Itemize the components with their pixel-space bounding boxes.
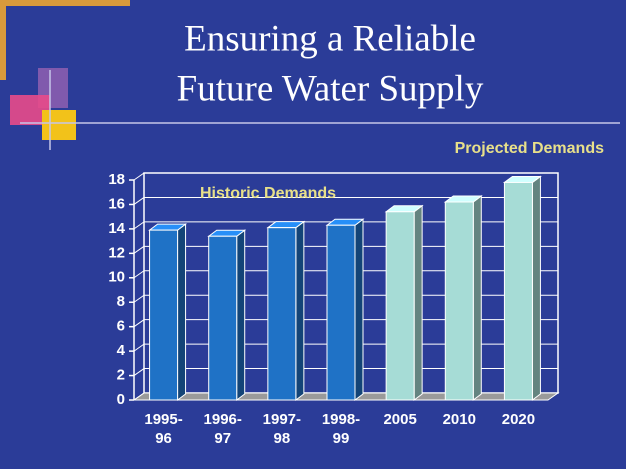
y-tick-label: 0 bbox=[117, 391, 125, 408]
x-tick-label: 2020 bbox=[501, 411, 536, 428]
y-tick-label: 16 bbox=[108, 195, 125, 212]
grid-line-side bbox=[133, 368, 145, 376]
x-tick-label: 1995-96 bbox=[144, 411, 183, 447]
bar-side bbox=[413, 204, 423, 401]
grid-line-side bbox=[133, 221, 145, 230]
x-tick-label: 1998-99 bbox=[321, 411, 361, 447]
y-tick-label: 8 bbox=[117, 293, 125, 310]
bar-side bbox=[236, 229, 246, 401]
grid-line-side bbox=[133, 245, 145, 254]
x-tick-label: 1997-98 bbox=[262, 411, 302, 447]
bar bbox=[267, 227, 297, 401]
grid-line-side bbox=[133, 172, 145, 181]
x-tick-label: 1996-97 bbox=[203, 411, 242, 447]
bar bbox=[385, 211, 415, 401]
decor bbox=[42, 110, 76, 140]
grid-line-side bbox=[133, 270, 145, 279]
y-tick-label: 6 bbox=[117, 318, 125, 335]
x-tick-label: 2005 bbox=[383, 411, 417, 428]
bar-side bbox=[295, 220, 305, 401]
decor bbox=[0, 0, 130, 6]
bar bbox=[444, 201, 474, 401]
grid-line-side bbox=[133, 294, 145, 303]
chart-title: Ensuring a Reliable bbox=[184, 18, 476, 59]
annotation: Historic Demands bbox=[200, 185, 336, 202]
y-tick-label: 4 bbox=[117, 342, 126, 359]
bar bbox=[326, 224, 356, 401]
annotation: Projected Demands bbox=[455, 140, 604, 157]
y-tick-label: 14 bbox=[108, 220, 125, 237]
grid-line-side bbox=[133, 343, 145, 352]
y-tick-label: 12 bbox=[108, 244, 125, 261]
bar bbox=[208, 235, 238, 401]
y-tick-label: 10 bbox=[108, 269, 125, 286]
grid-line-side bbox=[133, 319, 145, 328]
bar-side bbox=[472, 195, 482, 401]
bar bbox=[503, 181, 533, 401]
grid-line-side bbox=[133, 197, 145, 205]
bar-side bbox=[177, 223, 187, 401]
bar bbox=[149, 229, 179, 401]
x-tick-label: 2010 bbox=[442, 411, 476, 428]
decor bbox=[0, 0, 6, 80]
grid-line-side bbox=[133, 392, 145, 401]
chart-title: Future Water Supply bbox=[177, 68, 484, 109]
y-tick-label: 2 bbox=[117, 367, 125, 384]
y-tick-label: 18 bbox=[108, 171, 125, 188]
bar-side bbox=[354, 218, 364, 401]
bar-side bbox=[531, 175, 541, 401]
